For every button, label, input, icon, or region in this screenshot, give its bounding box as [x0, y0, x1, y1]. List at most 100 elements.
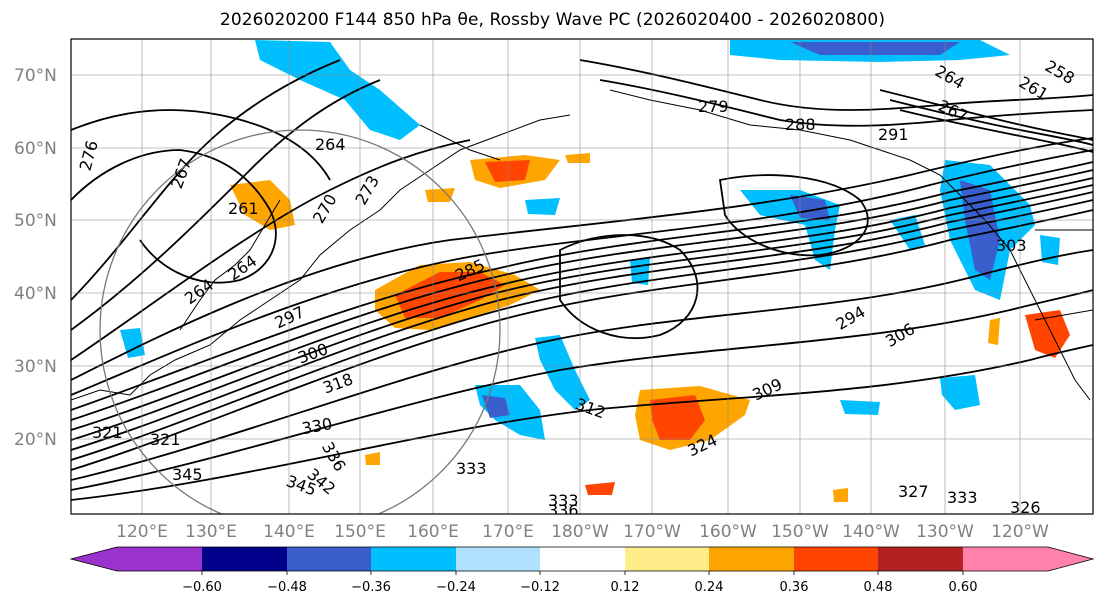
contour-line — [879, 89, 1093, 141]
contour-line — [71, 199, 1093, 461]
contour-line — [718, 174, 869, 257]
colorbar-tick-label: 0.48 — [864, 580, 893, 595]
lon-label: 160°E — [407, 522, 459, 542]
contour-label: 333 — [548, 491, 579, 510]
lon-label: 150°E — [334, 522, 386, 542]
contour-line — [889, 99, 1093, 146]
contour-line — [71, 344, 1093, 501]
lat-label-60n: 60°N — [14, 139, 57, 159]
colorbar-tick-label: 0.36 — [780, 580, 809, 595]
contour-line — [71, 169, 1093, 421]
colorbar-segment — [287, 547, 371, 571]
lat-label-40n: 40°N — [14, 284, 57, 304]
contour-line — [599, 79, 1093, 127]
colorbar-segment — [202, 547, 287, 571]
lat-label-20n: 20°N — [14, 430, 57, 450]
lat-label-70n: 70°N — [14, 66, 57, 86]
contour-line — [71, 149, 1093, 396]
colorbar-segment — [371, 547, 456, 571]
contour-label: 321 — [92, 423, 123, 442]
negative-anomaly-east-pacific — [940, 375, 980, 410]
longitude-labels: 120°E 130°E 140°E 150°E 160°E 170°E 180°… — [116, 522, 1049, 542]
lon-label: 180°W — [551, 522, 609, 542]
lon-label: 130°E — [185, 522, 237, 542]
contour-line — [71, 79, 381, 331]
contour-label: 288 — [785, 115, 816, 134]
positive-anomaly-small-5 — [365, 452, 380, 465]
colorbar-extend-low — [71, 547, 117, 571]
lon-label: 140°E — [263, 522, 315, 542]
lat-label-30n: 30°N — [14, 357, 57, 377]
positive-anomaly-small-4 — [585, 482, 615, 495]
strong-negative-anomaly-arctic — [790, 42, 960, 55]
contour-label: 261 — [228, 199, 259, 218]
lon-label: 120°W — [991, 522, 1049, 542]
colorbar-extend-high — [1048, 547, 1093, 571]
contour-line — [71, 137, 1093, 381]
lon-label: 150°W — [771, 522, 829, 542]
contour-label: 321 — [150, 430, 181, 449]
contour-line — [71, 109, 331, 181]
colorbar-segment — [794, 547, 878, 571]
strong-positive-anomaly-kamchatka — [485, 160, 530, 182]
colorbar-outline — [69, 546, 1095, 572]
colorbar-segment — [963, 547, 1048, 571]
negative-anomaly-small-2 — [120, 328, 145, 358]
lon-label: 140°W — [842, 522, 900, 542]
japan-coastline — [179, 199, 281, 331]
positive-anomaly-small-3 — [565, 153, 590, 163]
map-area[interactable] — [71, 39, 1093, 514]
lon-label: 170°E — [482, 522, 534, 542]
colorbar-segment — [878, 547, 963, 571]
contour-line — [71, 149, 277, 284]
contour-line — [71, 161, 1093, 411]
contour-line — [559, 234, 699, 339]
colorbar-tick-label: −0.36 — [351, 580, 391, 595]
contour-label: 333 — [456, 459, 487, 478]
latitude-labels: 70°N 60°N 50°N 40°N 30°N 20°N — [14, 66, 57, 450]
contour-label: 291 — [878, 125, 909, 144]
positive-anomaly-california — [1025, 310, 1070, 358]
range-circle — [99, 129, 501, 514]
contour-line — [579, 59, 1093, 111]
colorbar-ticks — [201, 571, 964, 575]
lat-label-50n: 50°N — [14, 211, 57, 231]
contour-line — [71, 139, 471, 361]
coastlines — [71, 89, 1093, 401]
map-title: 2026020200 F144 850 hPa θe, Rossby Wave … — [219, 10, 886, 30]
lon-label: 130°W — [916, 522, 974, 542]
colorbar-tick-label: −0.48 — [267, 580, 307, 595]
contour-line — [71, 249, 1093, 481]
colorbar-segment — [625, 547, 709, 571]
contour-label: 327 — [898, 482, 929, 501]
colorbar-tick-label: −0.60 — [182, 580, 222, 595]
negative-anomaly-subtropical — [535, 335, 590, 410]
colorbar-tick-label: −0.24 — [436, 580, 476, 595]
contour-label: 303 — [996, 236, 1027, 255]
negative-anomaly-small-3 — [840, 400, 880, 415]
positive-anomaly-small-2 — [425, 188, 455, 202]
contour-label: 264 — [315, 135, 346, 154]
contour-line — [71, 59, 341, 301]
positive-anomaly-small-6 — [833, 488, 848, 502]
colorbar-segment — [117, 547, 202, 571]
colorbar-tick-label: 0.60 — [949, 580, 978, 595]
lon-label: 160°W — [699, 522, 757, 542]
graticule — [71, 39, 1093, 514]
contour-label: 336 — [548, 501, 579, 520]
colorbar-segment — [456, 547, 540, 571]
colorbar-tick-label: 0.24 — [695, 580, 724, 595]
strong-negative-anomaly-subtropical-west — [482, 395, 510, 418]
borders — [1034, 229, 1093, 321]
north-america-coastline — [609, 89, 1091, 401]
contour-line — [71, 191, 1093, 451]
negative-anomaly-north-pacific — [255, 40, 420, 140]
map-border — [70, 38, 1094, 515]
colorbar-tick-label: 0.12 — [611, 580, 640, 595]
contour-line — [71, 177, 1093, 431]
contour-line — [71, 184, 1093, 441]
contour-label: 279 — [698, 97, 729, 116]
colorbar-segment — [540, 547, 625, 571]
colorbar: −0.60 −0.48 −0.36 −0.24 −0.12 0.12 0.24 … — [69, 546, 1095, 595]
